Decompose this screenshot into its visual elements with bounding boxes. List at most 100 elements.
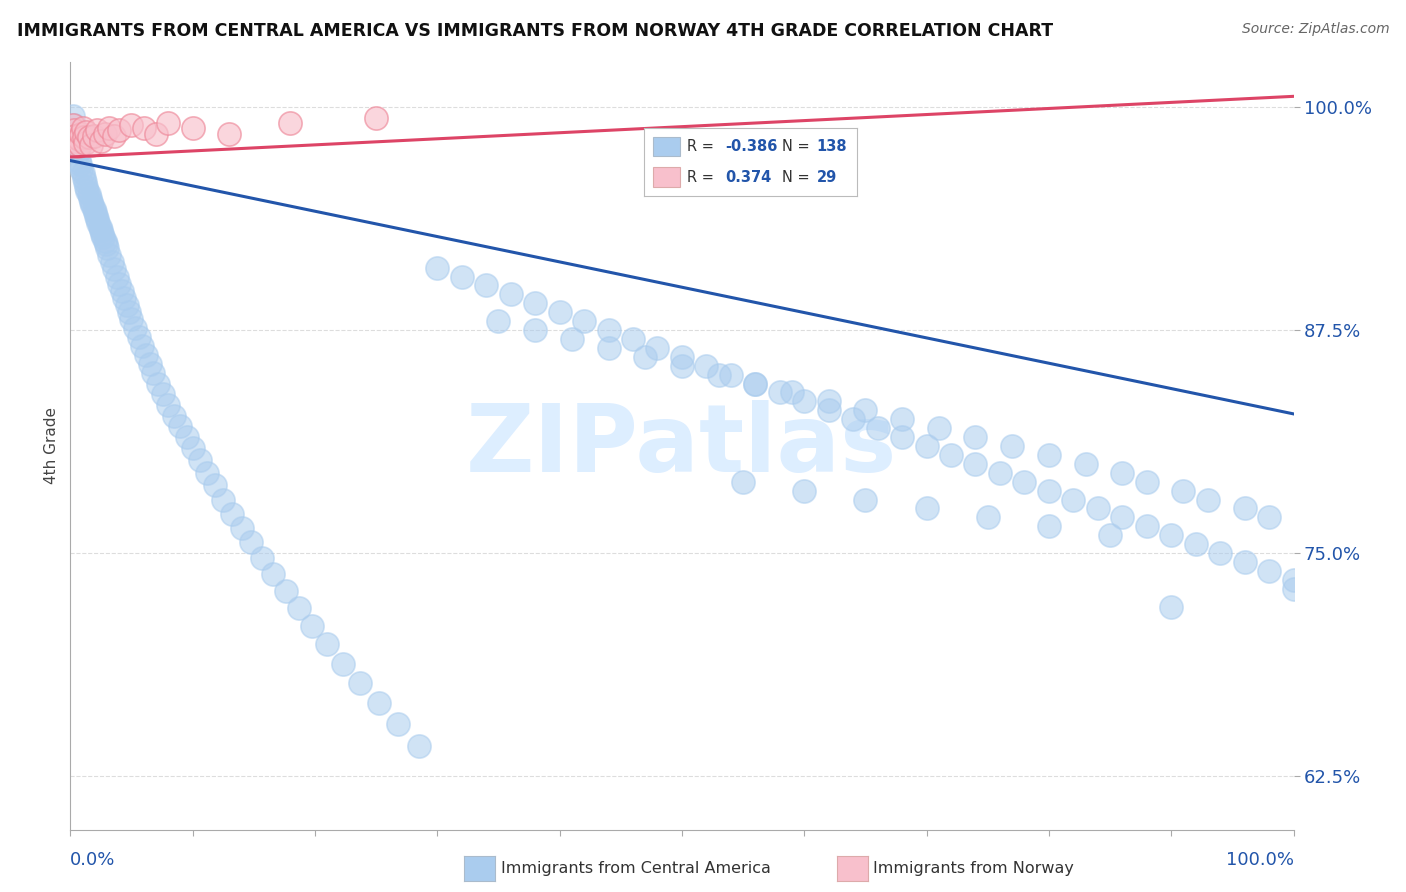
Text: Immigrants from Norway: Immigrants from Norway <box>873 862 1074 876</box>
Point <box>1233 501 1256 516</box>
Point <box>316 637 339 651</box>
Point <box>73 171 96 186</box>
Point <box>75 125 97 139</box>
Point <box>112 291 135 305</box>
Point <box>426 260 449 275</box>
Point <box>301 619 323 633</box>
Point <box>1062 492 1084 507</box>
Point <box>262 567 284 582</box>
Point <box>842 412 865 426</box>
Point <box>63 123 86 137</box>
Point <box>915 439 938 453</box>
Point <box>524 296 547 310</box>
Text: 0.0%: 0.0% <box>70 851 115 869</box>
Point <box>817 403 839 417</box>
Point <box>69 157 91 171</box>
Point <box>621 332 644 346</box>
Point <box>181 441 204 455</box>
Point <box>891 412 914 426</box>
Point <box>73 175 96 189</box>
Point <box>70 162 93 177</box>
Point <box>139 357 162 371</box>
Point <box>63 127 86 141</box>
Text: IMMIGRANTS FROM CENTRAL AMERICA VS IMMIGRANTS FROM NORWAY 4TH GRADE CORRELATION : IMMIGRANTS FROM CENTRAL AMERICA VS IMMIG… <box>17 22 1053 40</box>
Text: ZIPatlas: ZIPatlas <box>467 400 897 492</box>
Point <box>79 191 101 205</box>
Point <box>598 323 620 337</box>
Point <box>66 145 89 159</box>
Point <box>77 187 100 202</box>
Point <box>62 118 84 132</box>
Point <box>204 478 226 492</box>
Point <box>67 132 90 146</box>
Point <box>169 419 191 434</box>
Point <box>561 332 583 346</box>
Point <box>1282 573 1305 587</box>
Point <box>733 475 755 489</box>
Point <box>1038 519 1060 533</box>
Point <box>707 368 730 382</box>
Point <box>91 230 114 244</box>
Point <box>96 241 118 255</box>
Point <box>188 453 211 467</box>
Point <box>1173 483 1195 498</box>
Point <box>1160 599 1182 614</box>
Point <box>647 341 669 355</box>
Point <box>744 376 766 391</box>
Point <box>280 116 302 130</box>
Point <box>695 359 717 373</box>
Point <box>66 139 89 153</box>
Point <box>288 601 311 615</box>
Point <box>891 430 914 444</box>
Point <box>87 216 110 230</box>
Point <box>76 184 98 198</box>
Point <box>70 127 93 141</box>
Point <box>1001 439 1024 453</box>
Point <box>274 583 297 598</box>
Text: N =: N = <box>782 169 810 185</box>
Point <box>90 134 112 148</box>
Point <box>131 339 153 353</box>
Point <box>252 551 274 566</box>
Point <box>83 202 105 216</box>
Text: 100.0%: 100.0% <box>1226 851 1294 869</box>
Point <box>1258 564 1281 578</box>
Point <box>598 341 620 355</box>
Point <box>1099 528 1122 542</box>
Text: -0.386: -0.386 <box>725 139 778 154</box>
Point <box>98 248 121 262</box>
Point <box>148 376 170 391</box>
Point <box>671 350 693 364</box>
Point <box>221 507 243 521</box>
Text: R =: R = <box>686 139 714 154</box>
Point <box>157 398 180 412</box>
Point <box>90 223 112 237</box>
Point <box>1111 466 1133 480</box>
Point <box>142 366 165 380</box>
Point <box>65 134 87 148</box>
Point <box>72 166 94 180</box>
Point <box>1038 448 1060 462</box>
Point <box>65 136 87 150</box>
Point <box>82 198 104 212</box>
Point <box>367 696 389 710</box>
Bar <box>652 168 681 186</box>
Point <box>212 492 235 507</box>
Point <box>73 136 96 150</box>
Point <box>108 123 131 137</box>
Point <box>86 123 108 137</box>
Point <box>111 284 134 298</box>
Point <box>108 277 131 291</box>
Point <box>94 237 117 252</box>
Point <box>176 430 198 444</box>
Point <box>769 385 792 400</box>
Point <box>93 234 115 248</box>
Point <box>349 676 371 690</box>
Point <box>145 127 167 141</box>
Point <box>928 421 950 435</box>
Point <box>965 430 987 444</box>
Point <box>69 137 91 152</box>
Point <box>103 128 125 143</box>
Point <box>524 323 547 337</box>
Point <box>83 205 105 219</box>
